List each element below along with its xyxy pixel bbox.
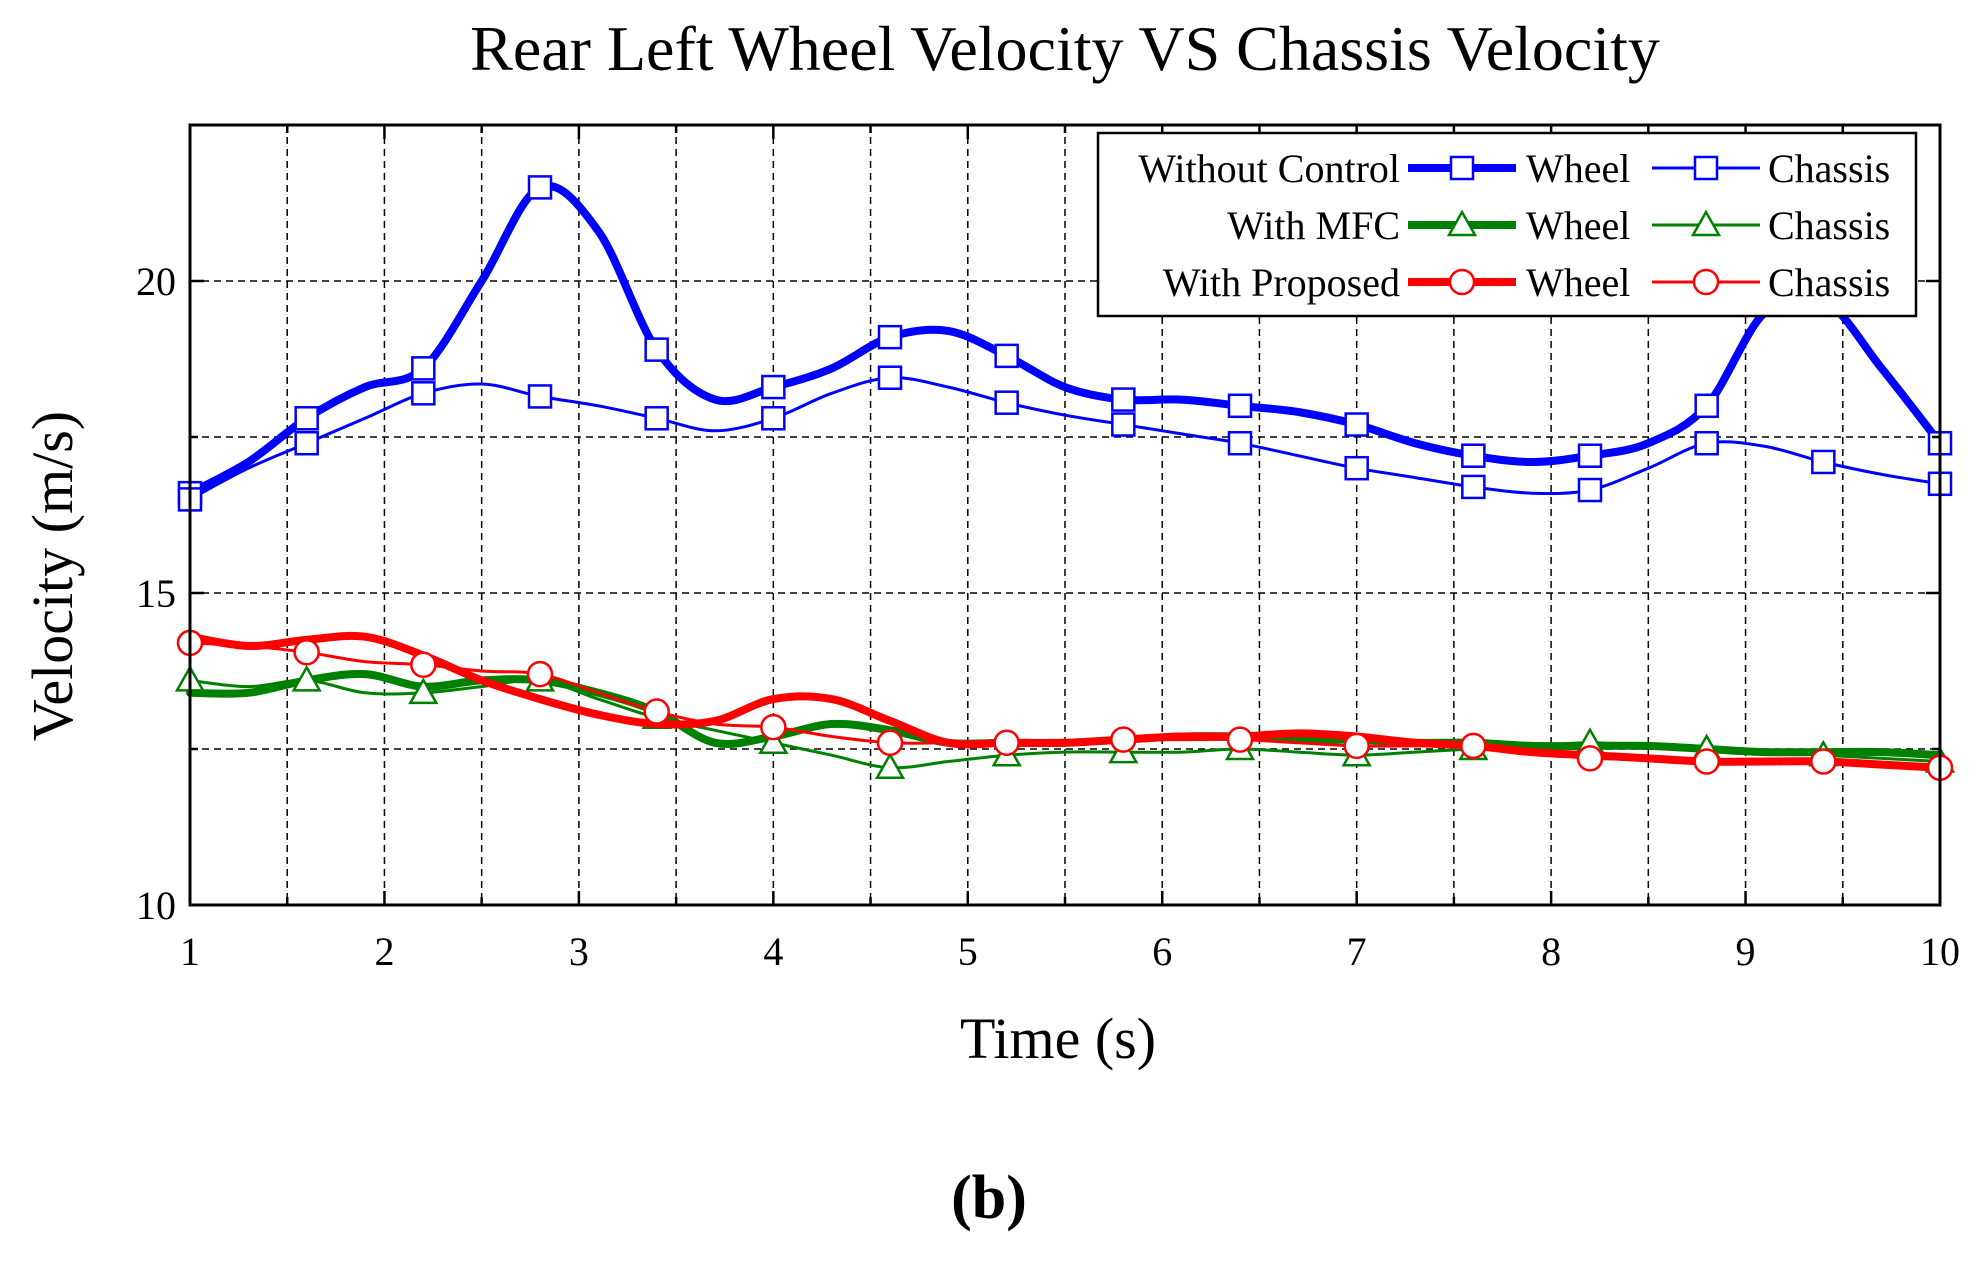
data-point-circle xyxy=(410,651,437,679)
data-point-triangle xyxy=(408,677,439,705)
data-point-square xyxy=(1694,393,1719,419)
data-point-circle xyxy=(1810,748,1837,775)
data-point-square xyxy=(1461,474,1486,500)
data-point-circle xyxy=(1110,726,1137,753)
data-point-square xyxy=(1577,443,1603,468)
y-axis-label: Velocity (m/s) xyxy=(20,411,85,741)
data-point-square xyxy=(527,175,553,200)
series-with-proposed-chassis xyxy=(176,629,1954,781)
legend-chassis-label: Chassis xyxy=(1768,146,1890,191)
data-point-triangle xyxy=(874,752,906,779)
data-point-square xyxy=(761,406,786,431)
legend-marker-chassis xyxy=(1692,268,1720,296)
x-tick-label: 6 xyxy=(1152,929,1172,974)
data-point-circle xyxy=(993,729,1020,757)
legend-chassis-label: Chassis xyxy=(1768,260,1890,305)
legend-row-label: With Proposed xyxy=(1163,260,1400,305)
x-tick-label: 5 xyxy=(958,929,978,974)
legend-wheel-label: Wheel xyxy=(1526,203,1630,248)
series-without-control-chassis xyxy=(177,365,1953,512)
data-point-square xyxy=(411,381,436,406)
data-point-square xyxy=(411,356,436,381)
data-point-square xyxy=(1227,393,1253,419)
data-point-square xyxy=(877,324,903,350)
legend-chassis-label: Chassis xyxy=(1768,203,1890,248)
data-point-square xyxy=(761,374,786,400)
legend-row-label: Without Control xyxy=(1138,146,1400,191)
y-tick-label: 20 xyxy=(136,259,176,304)
data-point-circle xyxy=(1343,732,1370,760)
data-point-circle xyxy=(1460,732,1487,760)
series-line xyxy=(188,678,1942,770)
y-tick-label: 15 xyxy=(136,571,176,616)
data-point-square xyxy=(1694,430,1719,456)
y-tick-label: 10 xyxy=(136,883,176,928)
chart-title: Rear Left Wheel Velocity VS Chassis Velo… xyxy=(470,13,1660,84)
data-point-triangle xyxy=(758,727,789,755)
data-point-triangle xyxy=(291,664,322,692)
series-without-control-wheel xyxy=(177,175,1953,506)
data-point-circle xyxy=(293,639,320,666)
data-point-square xyxy=(994,343,1019,369)
data-point-circle xyxy=(1226,726,1254,753)
legend-wheel-label: Wheel xyxy=(1526,146,1630,191)
legend-marker-wheel xyxy=(1448,268,1476,296)
x-tick-label: 9 xyxy=(1736,929,1756,974)
data-point-circle xyxy=(643,698,670,725)
legend-marker-chassis xyxy=(1693,155,1719,181)
data-point-square xyxy=(1811,449,1836,475)
x-tick-label: 2 xyxy=(374,929,394,974)
series-line xyxy=(188,376,1942,501)
legend-marker-wheel xyxy=(1449,155,1475,181)
x-tick-label: 10 xyxy=(1920,929,1960,974)
data-point-square xyxy=(1227,430,1253,456)
x-tick-label: 1 xyxy=(180,929,200,974)
series-line xyxy=(186,181,1944,498)
legend-marker-wheel xyxy=(1446,209,1478,237)
data-point-square xyxy=(1461,443,1486,468)
data-point-square xyxy=(1344,455,1369,481)
data-point-square xyxy=(877,365,903,390)
data-point-square xyxy=(1111,387,1136,412)
data-point-circle xyxy=(760,713,787,741)
x-tick-label: 4 xyxy=(763,929,783,974)
data-point-circle xyxy=(1576,745,1604,772)
legend-row-label: With MFC xyxy=(1227,203,1400,248)
data-point-square xyxy=(1344,412,1369,437)
data-point-square xyxy=(1577,477,1603,503)
data-point-square xyxy=(294,430,319,456)
data-point-square xyxy=(994,390,1019,415)
data-point-square xyxy=(1111,412,1136,437)
x-tick-label: 8 xyxy=(1541,929,1561,974)
axes: 1 2 3 4 5 6 7 8 9 10 10 15 20 xyxy=(136,123,1960,974)
legend: Without Control Wheel Chassis With MFC Wheel… xyxy=(1096,131,1918,318)
x-axis-label: Time (s) xyxy=(960,1006,1156,1071)
data-point-square xyxy=(294,406,319,431)
data-point-square xyxy=(644,337,669,362)
data-point-square xyxy=(527,384,553,409)
series-layer xyxy=(174,175,1956,781)
figure-caption: (b) xyxy=(951,1164,1027,1232)
data-point-square xyxy=(644,406,669,431)
x-tick-label: 3 xyxy=(569,929,589,974)
x-tick-label: 7 xyxy=(1347,929,1367,974)
data-point-circle xyxy=(526,660,554,688)
data-point-circle xyxy=(1693,748,1720,775)
series-line xyxy=(188,641,1942,770)
legend-marker-chassis xyxy=(1690,209,1722,237)
legend-wheel-label: Wheel xyxy=(1526,260,1630,305)
data-point-circle xyxy=(876,729,904,757)
